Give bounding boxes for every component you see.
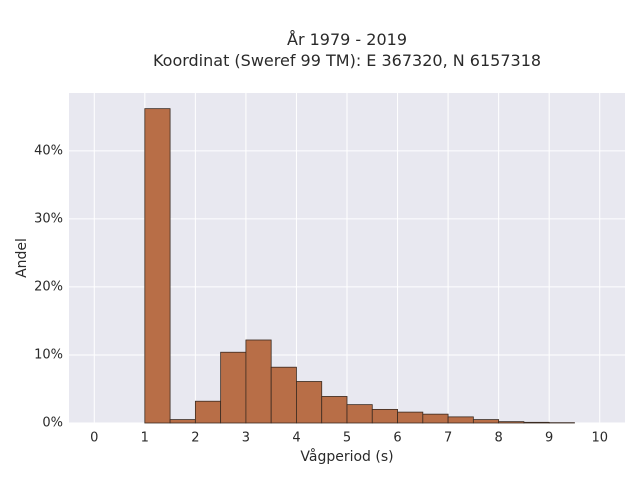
histogram-bar-5 bbox=[270, 366, 297, 424]
y-tick-label: 10% bbox=[34, 347, 63, 362]
bars bbox=[144, 108, 575, 424]
histogram-bar-10 bbox=[397, 411, 424, 424]
histogram-bar-2 bbox=[194, 400, 222, 424]
histogram-bar-6 bbox=[296, 381, 323, 424]
x-tick-label: 9 bbox=[545, 431, 553, 446]
histogram-bar-0 bbox=[144, 108, 171, 424]
x-tick-label: 7 bbox=[444, 431, 452, 446]
y-axis-label: Andel bbox=[14, 238, 30, 278]
histogram-bar-7 bbox=[321, 396, 348, 424]
histogram-bar-14 bbox=[498, 421, 525, 424]
histogram-bar-12 bbox=[447, 416, 474, 424]
y-tick-label: 20% bbox=[34, 279, 63, 294]
y-tick-label: 40% bbox=[34, 143, 63, 158]
histogram-bar-4 bbox=[245, 339, 272, 424]
histogram-bar-15 bbox=[523, 421, 550, 424]
x-tick-label: 2 bbox=[191, 431, 199, 446]
histogram-bar-13 bbox=[472, 419, 500, 424]
x-tick-label: 8 bbox=[494, 431, 502, 446]
histogram-bar-11 bbox=[422, 413, 449, 424]
y-tick-label: 0% bbox=[42, 416, 63, 431]
x-tick-label: 3 bbox=[242, 431, 250, 446]
chart-title-line2: Koordinat (Sweref 99 TM): E 367320, N 61… bbox=[153, 51, 541, 70]
x-axis-ticks: 0 1 2 3 4 5 6 7 8 9 10 bbox=[90, 431, 608, 446]
chart-title-line1: År 1979 - 2019 bbox=[287, 30, 407, 49]
histogram-bar-1 bbox=[169, 419, 196, 424]
histogram-bar-8 bbox=[346, 404, 373, 424]
x-axis-label: Vågperiod (s) bbox=[300, 448, 393, 465]
y-tick-label: 30% bbox=[34, 211, 63, 226]
x-tick-label: 4 bbox=[292, 431, 300, 446]
x-tick-label: 5 bbox=[343, 431, 351, 446]
histogram-bar-9 bbox=[371, 408, 398, 424]
x-tick-label: 10 bbox=[591, 431, 608, 446]
y-axis-ticks: 0% 10% 20% 30% 40% bbox=[34, 143, 63, 430]
histogram-bar-3 bbox=[220, 351, 247, 424]
x-tick-label: 0 bbox=[90, 431, 98, 446]
x-tick-label: 6 bbox=[393, 431, 401, 446]
x-tick-label: 1 bbox=[141, 431, 149, 446]
